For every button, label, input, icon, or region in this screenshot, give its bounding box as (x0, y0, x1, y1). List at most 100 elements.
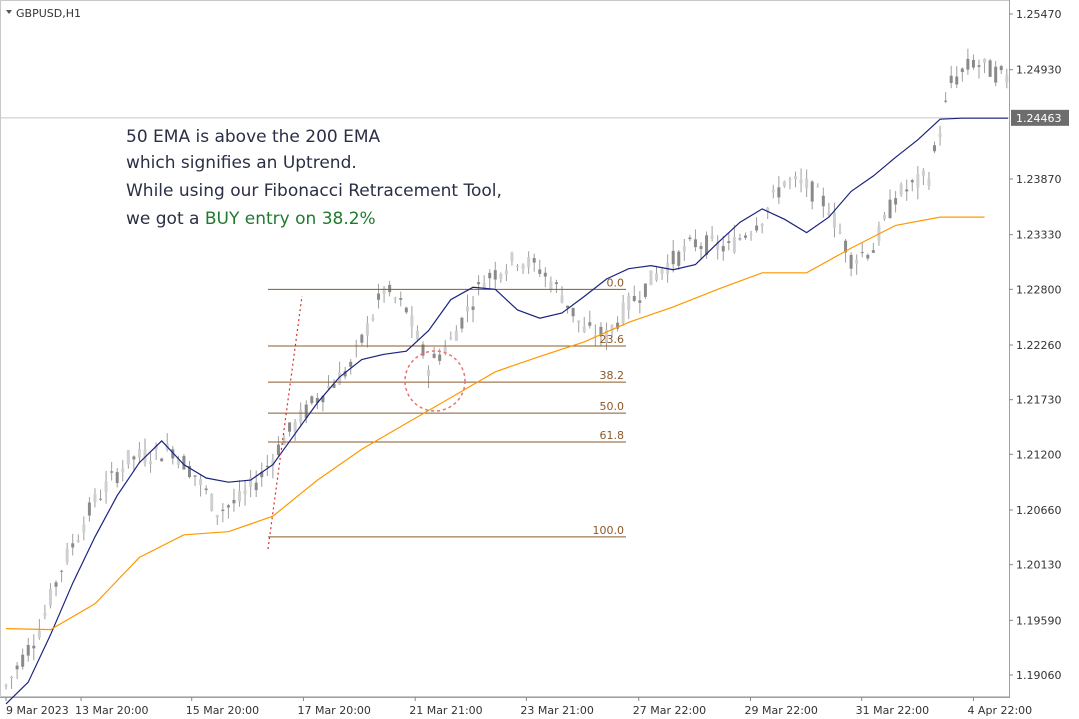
candle-body (732, 236, 736, 253)
candle-body (560, 295, 564, 303)
fib-level-label: 61.8 (600, 429, 625, 442)
candle-body (688, 237, 692, 240)
candle-body (960, 68, 964, 73)
candle-body (137, 449, 141, 458)
candle-body (399, 298, 403, 300)
candle-body (805, 178, 809, 189)
candle-body (782, 181, 786, 187)
candle-body (538, 269, 542, 274)
fib-level-label: 23.6 (600, 333, 625, 346)
candle-body (104, 481, 108, 492)
candle-body (54, 582, 58, 587)
note-line-2: which signifies an Uptrend. (126, 153, 357, 173)
x-tick-label: 27 Mar 22:00 (633, 704, 706, 717)
candle-body (271, 459, 275, 467)
candle-body (421, 344, 425, 356)
symbol-header[interactable]: GBPUSD,H1 (6, 7, 81, 20)
candle-body (48, 588, 52, 606)
candle-body (149, 461, 153, 465)
candle-body (243, 490, 247, 495)
plot-frame (0, 0, 1010, 697)
candle-body (43, 613, 47, 616)
candle-body (87, 502, 91, 516)
candle-body (326, 386, 330, 389)
candle-body (187, 465, 191, 478)
candle-body (921, 170, 925, 176)
candle-body (393, 298, 397, 300)
candle-body (304, 404, 308, 418)
chevron-down-icon[interactable] (6, 10, 12, 14)
candle-body (160, 458, 164, 462)
candle-body (21, 654, 25, 667)
candle-body (582, 326, 586, 333)
candle-body (226, 505, 230, 508)
candle-body (944, 100, 948, 102)
candle-body (710, 235, 714, 239)
time-axis: 9 Mar 2023 13 Mar 20:00 15 Mar 20:00 17 Mar… (5, 697, 1032, 717)
candle-body (493, 270, 497, 280)
note-buy-highlight: BUY (205, 209, 240, 229)
candle-body (238, 491, 242, 502)
y-tick-label: 1.24930 (1016, 64, 1062, 77)
candle-body (115, 472, 119, 484)
candle-body (760, 224, 764, 227)
candle-body (427, 369, 431, 376)
candle-body (276, 444, 280, 456)
candle-body (699, 246, 703, 249)
fibonacci-retracement[interactable]: 0.0 23.6 38.2 50.0 61.8 100.0 (268, 276, 626, 538)
symbol-label: GBPUSD,H1 (16, 7, 81, 20)
candle-body (176, 458, 180, 465)
candle-body (415, 330, 419, 340)
candle-body (471, 306, 475, 310)
x-tick-label: 15 Mar 20:00 (186, 704, 259, 717)
candle-body (76, 539, 80, 542)
x-tick-label: 13 Mar 20:00 (75, 704, 148, 717)
candle-body (199, 479, 203, 485)
note-line-4-prefix: we got a (126, 209, 205, 229)
candle-body (110, 471, 114, 473)
fib-level-label: 100.0 (593, 524, 625, 537)
candle-body (977, 65, 981, 67)
ema-200-line (5, 216, 985, 631)
candle-body (643, 283, 647, 297)
candle-body (382, 287, 386, 294)
candle-body (577, 320, 581, 323)
candle-body (682, 246, 686, 252)
candle-body (894, 198, 898, 205)
candle-body (349, 361, 353, 367)
candle-body (866, 254, 870, 259)
fib-level-label: 50.0 (600, 400, 625, 413)
candle-body (443, 346, 447, 353)
candle-body (721, 245, 725, 252)
candle-body (121, 468, 125, 473)
candle-body (543, 272, 547, 277)
candle-body (794, 175, 798, 180)
candle-body (82, 524, 86, 533)
y-tick-label: 1.19060 (1016, 669, 1062, 682)
candle-body (388, 284, 392, 293)
candle-body (566, 305, 570, 308)
y-tick-label: 1.19590 (1016, 614, 1062, 627)
candle-body (655, 273, 659, 281)
candle-body (332, 384, 336, 388)
note-line-4-suffix: entry on 38.2% (239, 209, 375, 229)
candle-body (777, 187, 781, 198)
candle-body (727, 241, 731, 243)
ema-lines (5, 117, 1008, 705)
candle-body (60, 570, 64, 572)
candle-body (966, 58, 970, 70)
candle-body (938, 133, 942, 137)
candle-body (716, 242, 720, 250)
candle-body (910, 180, 914, 183)
candle-body (71, 543, 75, 548)
candle-body (15, 665, 19, 670)
price-tag-value: 1.24463 (1016, 112, 1062, 125)
candle-body (26, 644, 30, 656)
candle-body (249, 477, 253, 487)
note-line-3: While using our Fibonacci Retracement To… (126, 181, 502, 201)
candle-body (766, 207, 770, 212)
candle-body (755, 225, 759, 231)
candle-body (404, 307, 408, 313)
candle-body (432, 353, 436, 358)
